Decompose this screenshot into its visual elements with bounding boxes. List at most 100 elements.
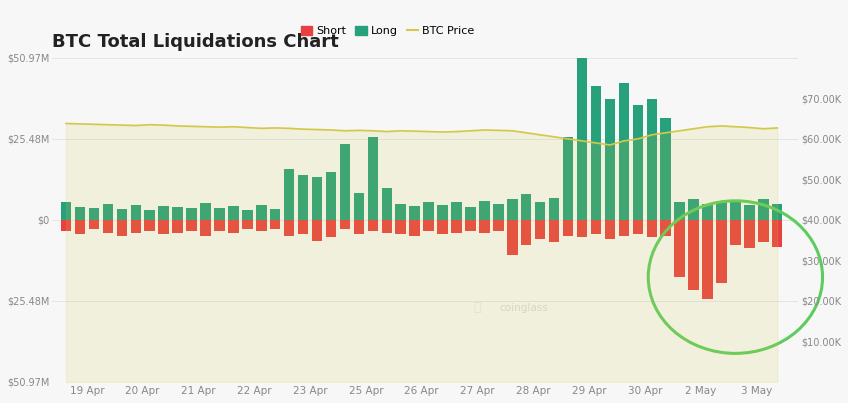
Bar xyxy=(730,220,740,245)
Bar xyxy=(563,220,573,236)
Bar xyxy=(284,220,294,236)
Bar xyxy=(689,220,699,290)
Bar xyxy=(493,204,504,220)
Bar xyxy=(423,220,434,231)
Bar xyxy=(744,220,755,249)
Bar xyxy=(340,143,350,220)
Bar xyxy=(717,201,727,220)
Bar xyxy=(284,169,294,220)
Bar xyxy=(395,204,406,220)
Bar xyxy=(674,220,685,277)
Bar xyxy=(228,206,238,220)
Bar xyxy=(618,83,629,220)
Bar xyxy=(270,220,281,229)
Bar xyxy=(451,220,461,233)
Bar xyxy=(577,58,587,220)
Bar xyxy=(438,220,448,234)
Bar xyxy=(200,220,210,236)
Bar xyxy=(466,207,476,220)
Bar xyxy=(103,204,113,220)
Bar xyxy=(75,220,85,234)
Bar xyxy=(312,177,322,220)
Bar xyxy=(242,210,253,220)
Text: 👻: 👻 xyxy=(474,301,481,314)
Bar xyxy=(507,220,517,255)
Bar xyxy=(61,202,71,220)
Bar xyxy=(89,220,99,229)
Bar xyxy=(702,204,712,220)
Bar xyxy=(633,106,643,220)
Bar xyxy=(451,202,461,220)
Bar xyxy=(549,197,560,220)
Bar xyxy=(646,99,657,220)
Bar xyxy=(605,99,615,220)
Bar xyxy=(228,220,238,233)
Bar xyxy=(535,220,545,239)
Bar xyxy=(326,220,336,237)
Bar xyxy=(367,220,378,231)
Bar xyxy=(479,220,489,233)
Bar xyxy=(772,204,783,220)
Bar xyxy=(382,220,392,233)
Bar xyxy=(730,202,740,220)
Bar xyxy=(605,220,615,239)
Bar xyxy=(438,205,448,220)
Bar xyxy=(116,220,127,236)
Bar xyxy=(646,220,657,237)
Bar xyxy=(395,220,406,234)
Bar xyxy=(423,202,434,220)
Bar xyxy=(493,220,504,231)
Bar xyxy=(312,220,322,241)
Bar xyxy=(717,220,727,283)
Bar xyxy=(674,202,685,220)
Bar xyxy=(242,220,253,229)
Bar xyxy=(591,220,601,234)
Bar xyxy=(689,199,699,220)
Bar xyxy=(410,206,420,220)
Bar xyxy=(61,220,71,231)
Bar xyxy=(215,208,225,220)
Bar xyxy=(172,207,183,220)
Bar xyxy=(159,206,169,220)
Bar xyxy=(758,220,768,242)
Legend: Short, Long, BTC Price: Short, Long, BTC Price xyxy=(297,21,479,41)
Bar xyxy=(340,220,350,229)
Bar xyxy=(633,220,643,234)
Bar xyxy=(256,205,266,220)
Bar xyxy=(618,220,629,236)
Bar xyxy=(577,220,587,237)
Bar xyxy=(702,220,712,299)
Bar xyxy=(298,175,309,220)
Bar xyxy=(172,220,183,233)
Bar xyxy=(131,220,141,233)
Bar xyxy=(270,209,281,220)
Bar xyxy=(591,86,601,220)
Bar xyxy=(354,193,364,220)
Bar xyxy=(563,137,573,220)
Bar xyxy=(116,209,127,220)
Text: coinglass: coinglass xyxy=(499,303,549,313)
Bar xyxy=(521,194,532,220)
Bar xyxy=(187,208,197,220)
Bar xyxy=(758,199,768,220)
Bar xyxy=(661,118,671,220)
Bar xyxy=(367,137,378,220)
Bar xyxy=(298,220,309,234)
Bar xyxy=(507,199,517,220)
Bar xyxy=(144,210,155,220)
Bar xyxy=(354,220,364,234)
Bar xyxy=(466,220,476,231)
Bar xyxy=(215,220,225,231)
Text: BTC Total Liquidations Chart: BTC Total Liquidations Chart xyxy=(52,33,339,51)
Bar xyxy=(159,220,169,234)
Bar xyxy=(772,220,783,247)
Bar xyxy=(535,202,545,220)
Bar xyxy=(410,220,420,236)
Bar xyxy=(75,206,85,220)
Bar xyxy=(326,172,336,220)
Bar xyxy=(521,220,532,245)
Bar xyxy=(744,205,755,220)
Bar xyxy=(479,201,489,220)
Bar xyxy=(89,208,99,220)
Bar xyxy=(131,205,141,220)
